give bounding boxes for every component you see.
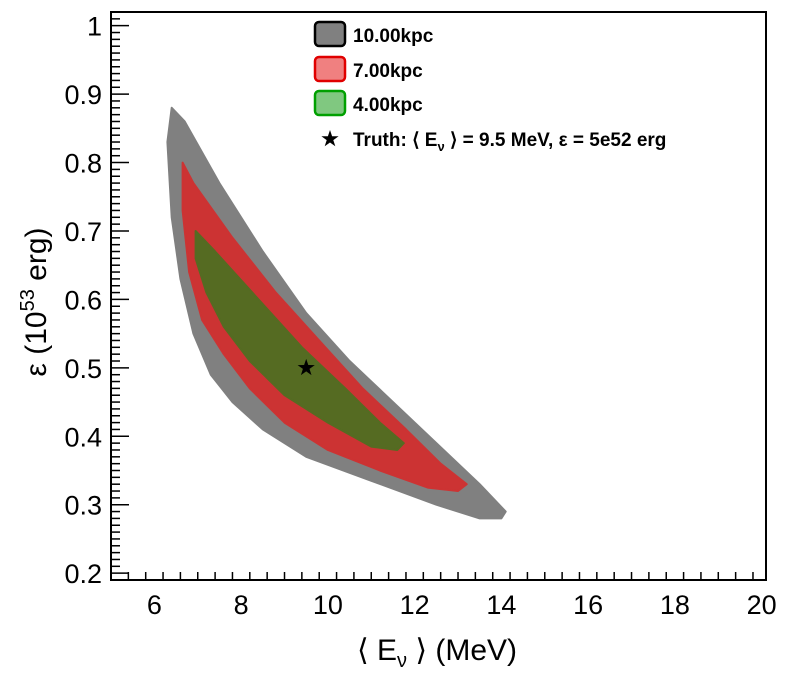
contour-10-00kpc xyxy=(166,106,507,520)
truth-star-icon xyxy=(297,358,315,376)
y-tick-label: 0.2 xyxy=(64,559,102,589)
y-axis-ticks: 0.2 0.3 0.4 0.5 0.6 0.7 0.8 0.9 1 xyxy=(64,12,129,589)
x-tick-label: 10 xyxy=(313,590,343,620)
x-tick-label: 8 xyxy=(234,590,249,620)
legend-label-7kpc: 7.00kpc xyxy=(353,61,423,82)
truth-marker xyxy=(297,358,315,376)
y-tick-label: 0.4 xyxy=(64,422,102,452)
legend-truth-subscript: ν xyxy=(437,139,444,154)
y-tick-label: 1 xyxy=(87,12,102,42)
legend-label-truth: Truth: ⟨ Eν ⟩ = 9.5 MeV, ε = 5e52 erg xyxy=(353,130,666,154)
legend-swatch-10kpc xyxy=(313,20,347,48)
legend-label-4kpc: 4.00kpc xyxy=(353,95,423,116)
legend-label-10kpc: 10.00kpc xyxy=(353,26,434,47)
y-tick-label: 0.7 xyxy=(64,217,102,247)
x-tick-label: 14 xyxy=(486,590,516,620)
y-tick-label: 0.9 xyxy=(64,80,102,110)
legend-star-icon xyxy=(321,130,339,147)
x-axis-ticks: 6 8 10 12 14 16 18 20 xyxy=(110,572,777,620)
contour-regions xyxy=(166,106,507,520)
contour-4-00kpc xyxy=(194,230,405,451)
y-tick-label: 0.6 xyxy=(64,285,102,315)
plot-frame xyxy=(110,11,767,581)
legend-swatch-7kpc xyxy=(313,55,347,83)
y-tick-label: 0.5 xyxy=(64,354,102,384)
y-tick-label: 0.8 xyxy=(64,149,102,179)
x-axis-label-subscript: ν xyxy=(397,650,407,672)
legend: 10.00kpc 7.00kpc 4.00kpc Truth: ⟨ Eν ⟩ =… xyxy=(313,20,666,154)
x-axis-label: ⟨ Eν ⟩ (MeV) xyxy=(357,634,517,672)
y-axis-label-superscript: 53 xyxy=(17,289,39,311)
x-tick-label: 16 xyxy=(573,590,603,620)
x-tick-label: 18 xyxy=(660,590,690,620)
x-tick-label: 12 xyxy=(400,590,430,620)
legend-swatch-4kpc xyxy=(313,89,347,117)
x-tick-label: 20 xyxy=(747,590,777,620)
y-axis-label: ε (1053 erg) xyxy=(17,227,53,376)
x-tick-label: 6 xyxy=(147,590,162,620)
y-tick-label: 0.3 xyxy=(64,491,102,521)
